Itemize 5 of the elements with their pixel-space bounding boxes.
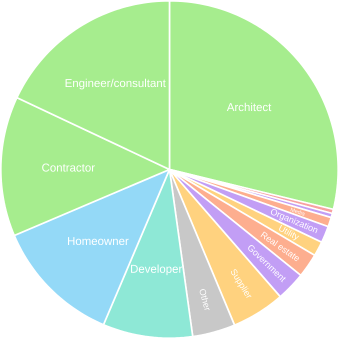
slice-label: Homeowner xyxy=(68,237,129,246)
slice-label: Contractor xyxy=(42,164,95,172)
slice-label: Developer xyxy=(131,264,182,276)
slice-label: Architect xyxy=(226,102,272,112)
slice-label: Engineer/consultant xyxy=(66,78,166,90)
